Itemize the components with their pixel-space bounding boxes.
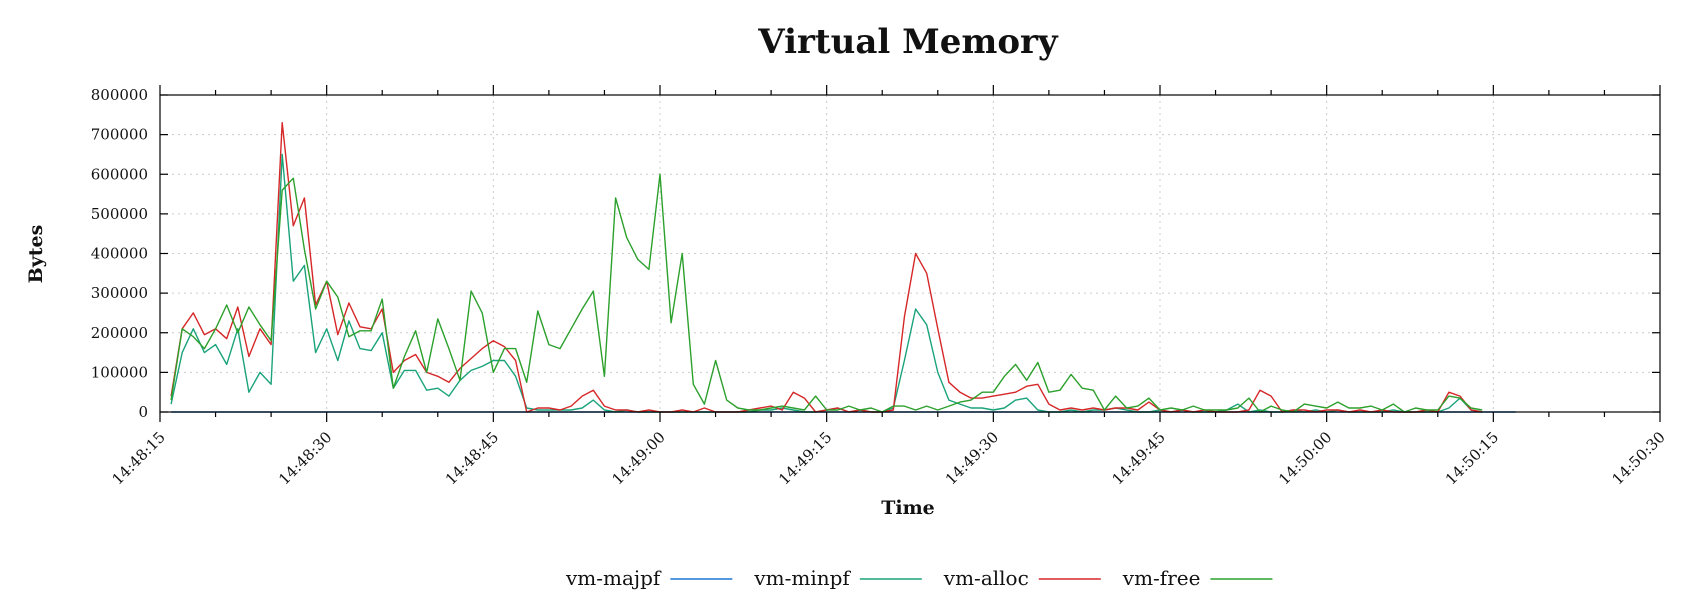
y-tick-label: 300000 [91,284,148,302]
x-tick-label: 14:49:00 [608,428,668,488]
legend-label-vm-alloc: vm-alloc [943,566,1029,590]
x-tick-label: 14:50:00 [1275,428,1335,488]
legend-label-vm-free: vm-free [1122,566,1201,590]
y-tick-label: 400000 [91,245,148,263]
x-tick-label: 14:49:15 [775,428,835,488]
grid-layer [160,95,1660,412]
series-line-vm-alloc [170,122,1483,413]
x-tick-label: 14:49:45 [1108,428,1168,488]
series-layer [170,122,1516,413]
series-line-vm-free [170,173,1483,413]
x-axis-label: Time [881,497,935,519]
y-axis-label: Bytes [25,225,47,284]
y-tick-label: 700000 [91,126,148,144]
x-tick-label: 14:50:15 [1442,428,1502,488]
x-tick-label: 14:48:15 [108,428,168,488]
legend: vm-majpf vm-minpf vm-alloc vm-free [565,566,1273,590]
x-tick-label: 14:50:30 [1608,428,1668,488]
y-tick-label: 100000 [91,363,148,381]
x-tick-label: 14:48:30 [275,428,335,488]
y-tick-label: 500000 [91,205,148,223]
chart-title: Virtual Memory [757,22,1059,62]
legend-label-vm-minpf: vm-minpf [753,566,851,590]
y-tick-label: 200000 [91,324,148,342]
y-tick-label: 800000 [91,86,148,104]
x-tick-label: 14:49:30 [942,428,1002,488]
series-line-vm-minpf [170,153,1483,413]
legend-label-vm-majpf: vm-majpf [565,566,662,590]
y-tick-label: 600000 [91,165,148,183]
x-tick-label: 14:48:45 [442,428,502,488]
y-tick-label: 0 [138,403,148,421]
